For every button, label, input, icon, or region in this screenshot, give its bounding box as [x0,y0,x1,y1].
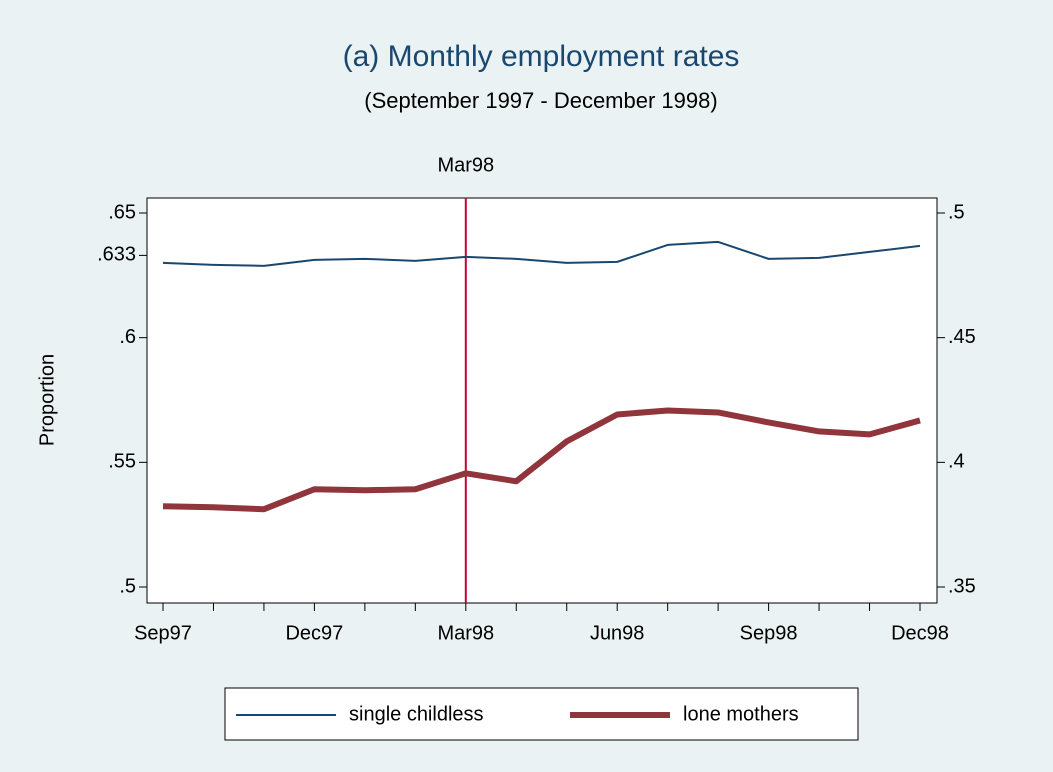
y2-tick-label: .5 [948,201,965,223]
y-tick-label: .6 [119,326,136,348]
x-tick-label: Sep98 [740,622,798,644]
legend-label: single childless [349,703,484,725]
reference-label: Mar98 [437,154,494,176]
series-line [162,407,921,513]
y-tick-label: .65 [108,201,136,223]
y-tick-label: .633 [97,244,136,266]
x-tick-label: Dec97 [285,622,343,644]
y2-tick-label: .35 [948,575,976,597]
x-tick-label: Jun98 [590,622,645,644]
x-tick-label: Dec98 [891,622,949,644]
y-tick-label: .5 [119,575,136,597]
chart-subtitle: (September 1997 - December 1998) [364,88,717,113]
y2-tick-label: .45 [948,326,976,348]
y2-tick-label: .4 [948,451,965,473]
series-line [162,240,921,267]
x-tick-label: Mar98 [437,622,494,644]
y-axis-label: Proportion [36,354,58,446]
plot-area [146,197,938,604]
legend-label: lone mothers [683,703,799,725]
x-tick-label: Sep97 [134,622,192,644]
chart-title: (a) Monthly employment rates [343,40,740,73]
y-tick-label: .55 [108,451,136,473]
